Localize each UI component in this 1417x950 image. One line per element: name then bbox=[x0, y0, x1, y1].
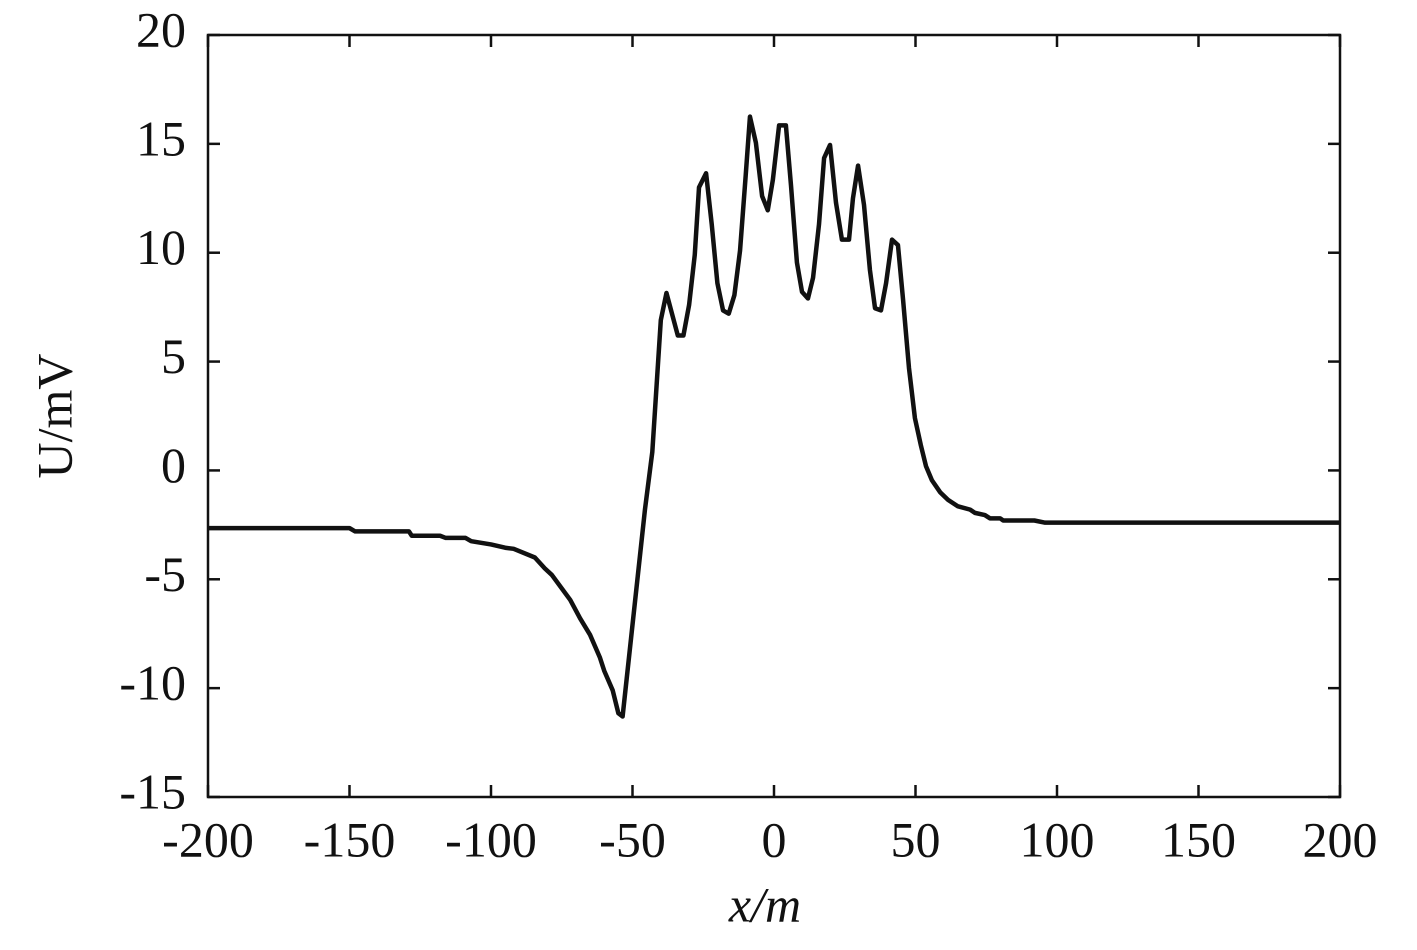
y-tick-label: -5 bbox=[144, 546, 186, 602]
x-tick-label: -150 bbox=[304, 811, 396, 867]
y-tick-label: 0 bbox=[161, 437, 186, 493]
plot-frame bbox=[206, 33, 1342, 799]
y-tick-label: -10 bbox=[119, 655, 186, 711]
y-axis-label: U/mV bbox=[26, 354, 82, 479]
x-tick-label: 50 bbox=[891, 811, 941, 867]
y-tick-label: 10 bbox=[136, 219, 186, 275]
x-tick-label: -100 bbox=[445, 811, 537, 867]
x-tick-label: -50 bbox=[599, 811, 666, 867]
x-axis-label: x/m bbox=[728, 876, 801, 932]
x-tick-label: 0 bbox=[762, 811, 787, 867]
y-tick-label: 15 bbox=[136, 110, 186, 166]
y-tick-label: -15 bbox=[119, 763, 186, 819]
x-tick-label: 150 bbox=[1161, 811, 1236, 867]
data-line bbox=[208, 114, 1340, 719]
y-tick-label: 5 bbox=[161, 328, 186, 384]
x-tick-label: 100 bbox=[1020, 811, 1095, 867]
y-tick-label: 20 bbox=[136, 1, 186, 57]
x-tick-label: -200 bbox=[162, 811, 254, 867]
x-tick-label: 200 bbox=[1303, 811, 1378, 867]
